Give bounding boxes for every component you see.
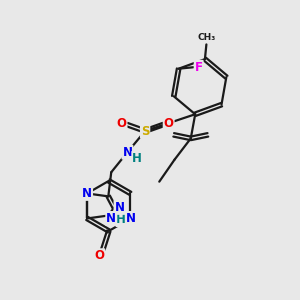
Text: O: O	[117, 117, 127, 130]
Text: N: N	[115, 201, 124, 214]
Text: O: O	[164, 117, 174, 130]
Text: O: O	[94, 249, 104, 262]
Text: N: N	[125, 212, 136, 225]
Text: N: N	[122, 146, 132, 159]
Text: H: H	[132, 152, 142, 165]
Text: CH₃: CH₃	[197, 33, 215, 42]
Text: H: H	[116, 213, 126, 226]
Text: N: N	[82, 187, 92, 200]
Text: F: F	[195, 61, 203, 74]
Text: S: S	[141, 124, 149, 137]
Text: N: N	[106, 212, 116, 225]
